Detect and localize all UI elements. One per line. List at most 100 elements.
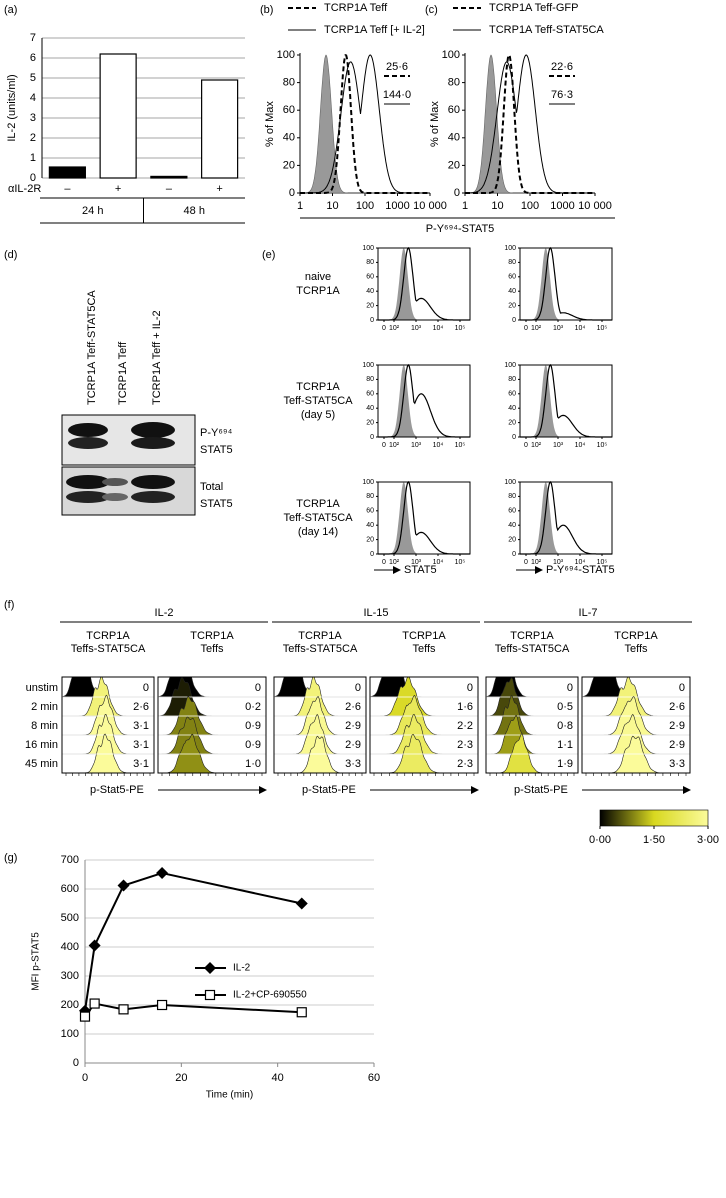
histogram-stack (582, 677, 690, 773)
lane-label: TCRP1A Teff + IL-2 (151, 310, 163, 405)
y-tick-label: 100 (362, 245, 374, 252)
y-tick-label: 40 (283, 132, 295, 144)
y-tick-label: 6 (30, 52, 36, 64)
x-tick-label: 10 (326, 200, 338, 212)
x-tick-label: 10⁵ (597, 442, 608, 449)
marker (156, 999, 168, 1011)
legend-marker (204, 989, 216, 1001)
y-tick-label: 80 (508, 493, 516, 500)
y-tick-label: 20 (508, 419, 516, 426)
x-tick-label: 10 000 (413, 200, 447, 212)
histogram (370, 677, 478, 698)
panel-title: TCRP1A (402, 630, 446, 642)
x-tick-label: – (64, 183, 71, 195)
panel-title: TCRP1A (510, 630, 554, 642)
y-tick-label: 40 (508, 405, 516, 412)
y-tick-label: 0 (370, 551, 374, 558)
histogram-curve (465, 54, 595, 194)
y-tick-label: 500 (61, 912, 79, 924)
bar (99, 53, 137, 179)
x-tick-label: 10² (389, 559, 400, 566)
x-tick-label: 10 (491, 200, 503, 212)
colorbar-label: 0·00 (589, 834, 611, 846)
y-tick-label: 60 (366, 508, 374, 515)
panel-title: Teffs (624, 643, 648, 655)
row-label: 45 min (25, 758, 58, 770)
lane-label: TCRP1A Teff (117, 341, 129, 405)
marker (88, 939, 101, 952)
panel-label: (c) (425, 4, 438, 16)
x-tick-label: 20 (175, 1072, 187, 1084)
histogram (62, 733, 154, 773)
y-axis-label: IL-2 (units/ml) (6, 74, 18, 141)
histogram (158, 733, 266, 773)
y-tick-label: 100 (362, 362, 374, 369)
histogram-stack (158, 677, 266, 773)
band-label: P-Y⁶⁹⁴ (200, 427, 233, 439)
y-tick-label: 20 (448, 159, 460, 171)
frame (485, 676, 579, 774)
value-label: 0 (255, 682, 261, 694)
x-tick-label: 10² (389, 442, 400, 449)
y-tick-label: 80 (283, 77, 295, 89)
histogram-stack (62, 677, 154, 773)
marker (118, 1004, 129, 1015)
y-tick-label: 60 (508, 274, 516, 281)
row-label: unstim (26, 682, 58, 694)
x-axis-label: P-Y⁶⁹⁴-STAT5 (426, 223, 495, 235)
x-tick-label: 0 (82, 1072, 88, 1084)
legend-label: TCRP1A Teff-GFP (489, 2, 578, 14)
x-tick-label: 10 000 (578, 200, 612, 212)
histogram-stack (370, 677, 478, 773)
y-tick-label: 40 (508, 288, 516, 295)
x-tick-label: 10³ (553, 325, 564, 332)
x-tick-label: 0 (524, 559, 528, 566)
mfi-label: 76·3 (551, 89, 573, 101)
panel-label: (b) (260, 4, 273, 16)
legend-label: IL-2 (233, 963, 251, 974)
blot (61, 466, 196, 516)
x-tick-label: 10² (531, 325, 542, 332)
histogram-curve (378, 480, 470, 555)
y-tick-label: 80 (366, 259, 374, 266)
panel-label: (f) (4, 599, 14, 611)
x-tick-label: 1 (297, 200, 303, 212)
control-histogram (378, 248, 470, 320)
frame (369, 676, 479, 774)
value-label: 2·9 (669, 739, 685, 751)
y-tick-label: 3 (30, 112, 36, 124)
colorbar (599, 809, 709, 827)
value-label: 0·2 (245, 701, 261, 713)
frame (519, 364, 613, 438)
x-tick-label: 100 (356, 200, 374, 212)
histogram-curve (520, 363, 612, 438)
x-tick-label: 10⁵ (455, 325, 466, 332)
x-tick-label: – (166, 183, 173, 195)
x-tick-label: 10⁵ (597, 325, 608, 332)
panel-title: Teffs (200, 643, 224, 655)
x-tick-label: 10³ (411, 325, 422, 332)
x-tick-label: 10² (531, 559, 542, 566)
colorbar-label: 3·00 (697, 834, 719, 846)
panel-title: TCRP1A (86, 630, 130, 642)
y-tick-label: 80 (508, 376, 516, 383)
panel-label: (a) (4, 4, 17, 16)
x-tick-label: 10⁴ (433, 442, 444, 449)
y-tick-label: 80 (448, 77, 460, 89)
value-label: 1·9 (557, 758, 573, 770)
y-tick-label: 20 (283, 159, 295, 171)
x-tick-label: 0 (382, 559, 386, 566)
band-label: Total (200, 481, 223, 493)
control-histogram (378, 482, 470, 554)
value-label: 0 (467, 682, 473, 694)
y-tick-label: 100 (504, 479, 516, 486)
x-tick-label: 10³ (411, 559, 422, 566)
value-label: 3·1 (133, 758, 149, 770)
bar (150, 175, 188, 179)
y-tick-label: 1 (30, 152, 36, 164)
y-tick-label: 80 (366, 493, 374, 500)
marker (89, 998, 100, 1009)
legend-marker (204, 962, 216, 974)
band (131, 437, 175, 449)
